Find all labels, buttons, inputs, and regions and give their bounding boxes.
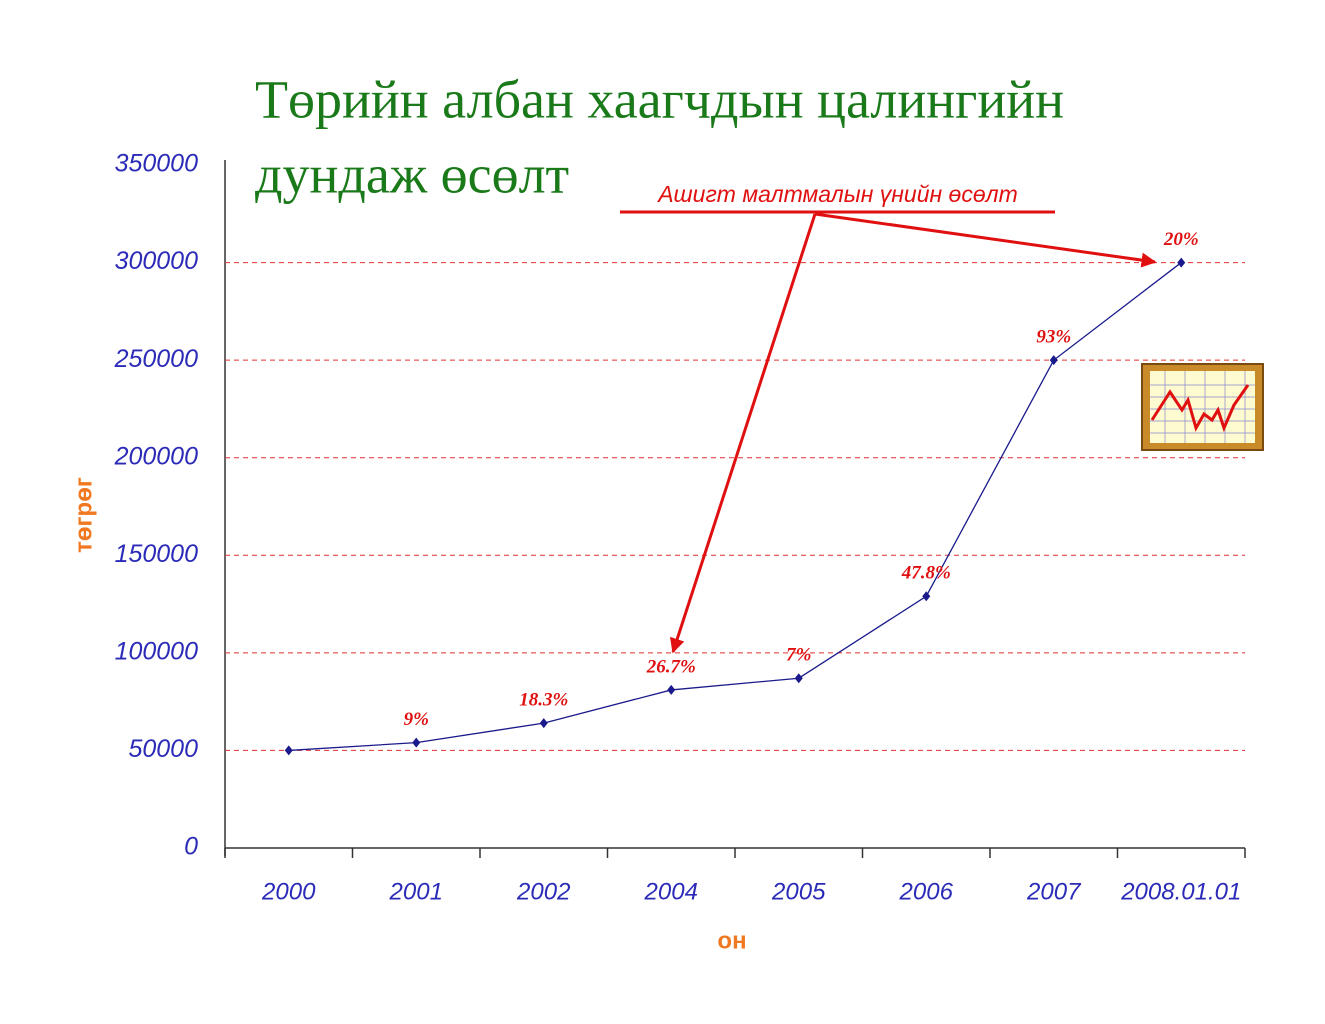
y-tick-label: 350000 <box>115 150 199 178</box>
data-point <box>539 718 548 729</box>
x-tick-label: 2001 <box>389 878 443 905</box>
y-tick-label: 50000 <box>128 735 198 763</box>
y-axis-label: төгрөг <box>70 477 97 553</box>
point-label: 7% <box>786 645 811 666</box>
x-tick-label: 2008.01.01 <box>1120 878 1241 905</box>
point-label: 93% <box>1036 327 1071 348</box>
y-tick-label: 300000 <box>115 247 199 275</box>
annotation-text: Ашигт малтмалын үнийн өсөлт <box>656 181 1018 207</box>
data-line <box>288 262 1182 752</box>
y-tick-label: 100000 <box>115 637 199 665</box>
data-point <box>667 684 676 695</box>
point-label: 47.8% <box>901 563 951 584</box>
data-point <box>284 745 293 756</box>
y-tick-label: 0 <box>184 833 198 861</box>
point-label: 18.3% <box>519 689 568 710</box>
annotation-arrow <box>670 213 817 654</box>
data-point <box>794 673 803 684</box>
x-tick-label: 2007 <box>1026 878 1082 905</box>
x-tick-label: 2005 <box>771 878 826 905</box>
chart-title: Төрийн албан хаагчдын цалингийн <box>255 69 1064 129</box>
chart-icon <box>1141 363 1264 451</box>
x-axis-label: он <box>717 927 746 954</box>
point-label: 9% <box>404 709 429 730</box>
annotation: Ашигт малтмалын үнийн өсөлт <box>620 181 1157 654</box>
y-tick-label: 150000 <box>115 540 199 568</box>
x-tick-label: 2006 <box>899 878 954 905</box>
y-tick-label: 250000 <box>114 345 199 373</box>
data-point <box>412 737 421 748</box>
annotation-arrow <box>814 212 1157 268</box>
point-label: 20% <box>1163 229 1199 250</box>
x-tick-label: 2002 <box>516 878 570 905</box>
data-point <box>1177 257 1186 268</box>
y-tick-label: 200000 <box>114 442 199 470</box>
data-point <box>1049 355 1058 366</box>
point-label: 26.7% <box>646 656 696 677</box>
chart-title: дундаж өсөлт <box>255 144 569 204</box>
x-tick-label: 2000 <box>261 878 316 905</box>
data-point <box>922 591 931 602</box>
x-tick-label: 2004 <box>644 878 698 905</box>
